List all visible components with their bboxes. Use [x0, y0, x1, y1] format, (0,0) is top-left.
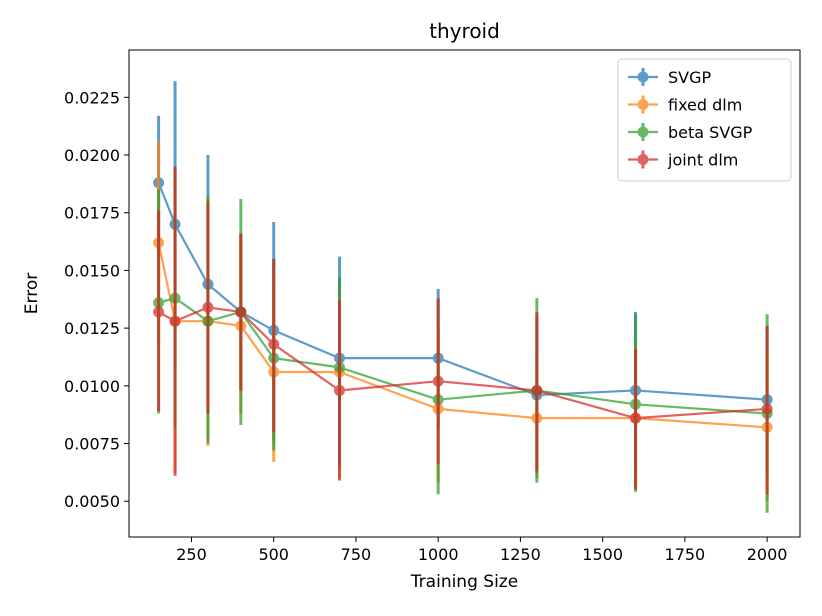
legend-label: joint dlm [667, 151, 738, 170]
legend-item-fixed-dlm: fixed dlm [628, 95, 742, 115]
x-tick-label: 750 [341, 545, 372, 564]
data-point-joint-dlm [334, 384, 346, 396]
y-tick-label: 0.0075 [64, 435, 120, 454]
legend-label: beta SVGP [668, 123, 753, 142]
x-tick-label: 1500 [582, 545, 623, 564]
data-point-joint-dlm [531, 384, 543, 396]
series-joint-dlm [153, 166, 773, 495]
x-tick-label: 250 [176, 545, 207, 564]
x-tick-label: 500 [258, 545, 289, 564]
legend-swatch-svgp [628, 68, 658, 86]
legend-item-joint-dlm: joint dlm [628, 150, 738, 170]
y-axis: 0.0050 0.0075 0.0100 0.0125 0.0150 0.0175 0.02… [64, 88, 129, 511]
legend-box [617, 58, 792, 182]
legend-marker [637, 99, 649, 110]
series-line-beta-svgp [158, 296, 768, 415]
legend-marker [637, 126, 649, 138]
legend-swatch-beta-svgp [628, 123, 658, 141]
y-tick-label: 0.0225 [64, 88, 120, 107]
x-axis: 250 500 750 1000 1250 1500 1750 2000 [176, 537, 787, 564]
chart-title: thyroid [429, 19, 500, 43]
legend-marker [637, 71, 649, 83]
data-point-joint-dlm [761, 403, 773, 415]
legend-marker [637, 154, 649, 165]
series-fixed-dlm [153, 141, 773, 502]
series-line-fixed-dlm [157, 242, 768, 429]
series-line-joint-dlm [158, 306, 768, 420]
data-point-joint-dlm [432, 375, 444, 387]
legend: SVGP fixed dlm beta SVGP joint dlm [617, 58, 792, 182]
legend-swatch-fixed-dlm [628, 95, 658, 114]
legend-label: SVGP [668, 68, 712, 87]
legend-item-svgp: SVGP [628, 68, 712, 87]
x-axis-label: Training Size [410, 572, 518, 592]
data-point-joint-dlm [235, 306, 247, 318]
legend-swatch-joint-dlm [628, 150, 658, 169]
y-tick-label: 0.0175 [64, 204, 120, 223]
plot-frame [128, 49, 801, 538]
series-beta-svgp [153, 166, 773, 513]
plot-content [153, 81, 773, 513]
y-tick-label: 0.0100 [64, 377, 120, 396]
y-axis-label: Error [22, 273, 42, 314]
data-point-joint-dlm [630, 412, 642, 424]
y-tick-label: 0.0200 [64, 146, 120, 165]
y-tick-label: 0.0150 [64, 261, 120, 280]
data-point-joint-dlm [153, 306, 165, 318]
data-point-joint-dlm [169, 315, 181, 327]
x-tick-label: 1000 [418, 545, 459, 564]
series-line-svgp [157, 182, 768, 401]
y-tick-label: 0.0125 [64, 319, 120, 338]
y-tick-label: 0.0050 [64, 492, 120, 511]
data-point-joint-dlm [268, 338, 280, 350]
data-point-joint-dlm [202, 301, 214, 313]
x-tick-label: 1750 [665, 545, 706, 564]
x-tick-label: 1250 [500, 545, 541, 564]
legend-label: fixed dlm [668, 96, 742, 115]
legend-item-beta-svgp: beta SVGP [628, 123, 753, 142]
x-tick-label: 2000 [747, 545, 788, 564]
